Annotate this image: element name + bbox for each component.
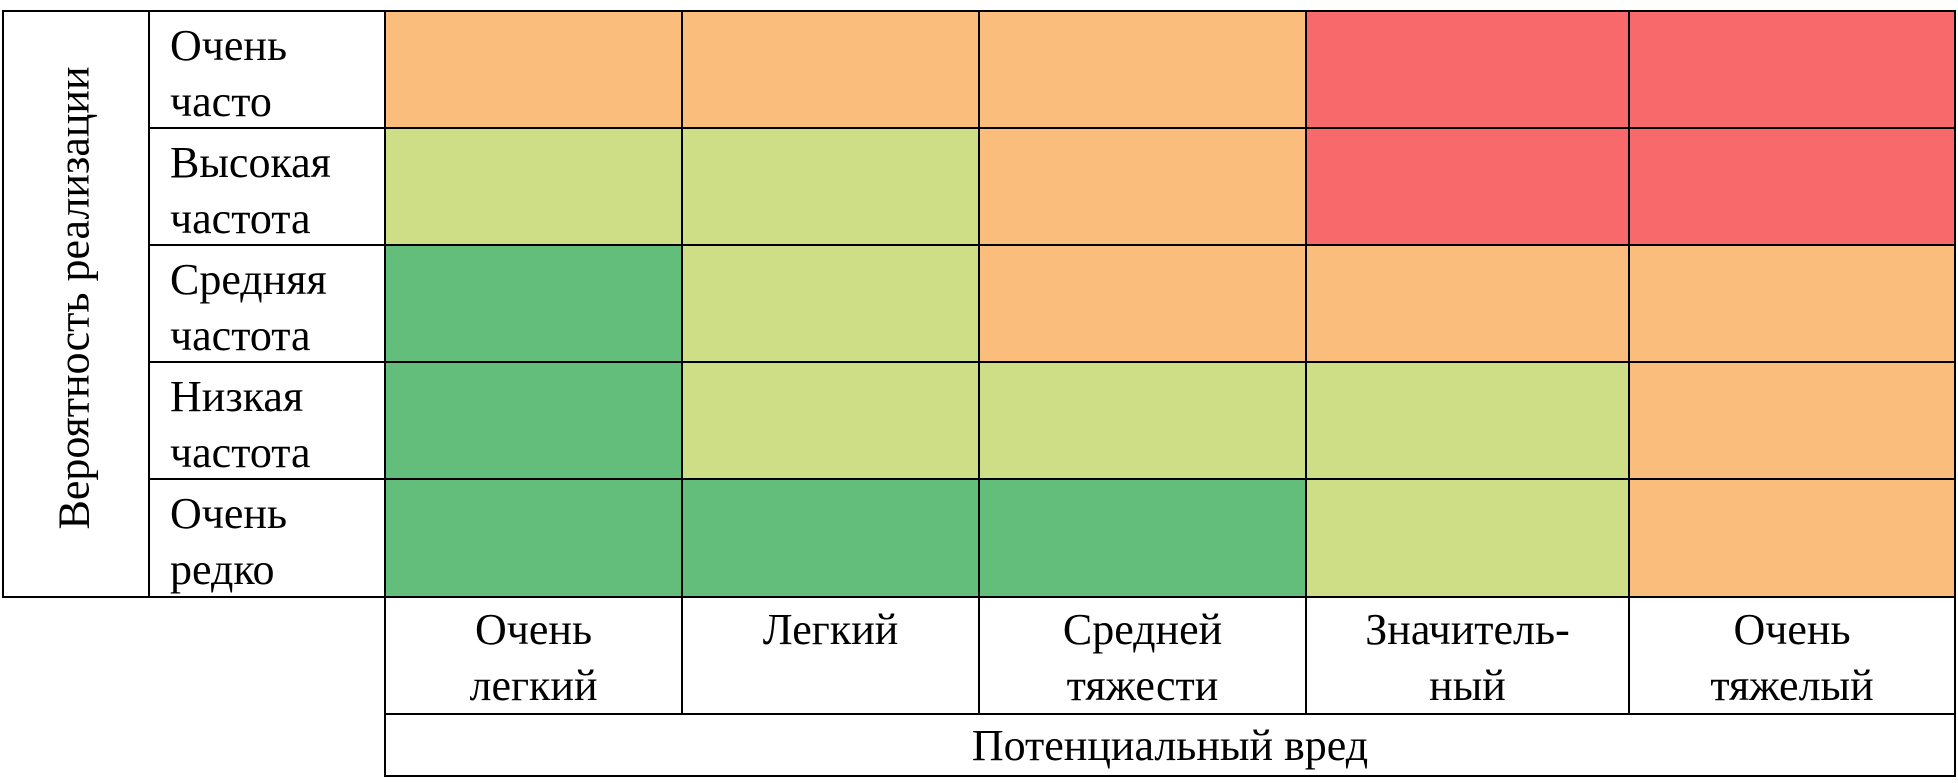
- risk-cell-r5-c4: [1305, 478, 1630, 598]
- risk-cell-r3-c4: [1305, 244, 1630, 363]
- y-axis-title: Вероятность реализации: [49, 66, 99, 530]
- row-label-very-often: Очень часто: [148, 10, 386, 129]
- x-axis-title: Потенциальный вред: [384, 713, 1956, 777]
- risk-cell-r2-c5: [1628, 127, 1956, 246]
- risk-cell-r2-c4: [1305, 127, 1630, 246]
- risk-cell-r5-c2: [681, 478, 980, 598]
- row-label-medium-frequency: Средняя частота: [148, 244, 386, 363]
- risk-cell-r4-c2: [681, 361, 980, 480]
- risk-cell-r2-c3: [978, 127, 1307, 246]
- row-label-line: часто: [170, 77, 272, 126]
- col-label-very-light: Очень легкий: [384, 596, 683, 715]
- y-axis-title-box: [2, 10, 150, 598]
- row-label-line: Очень: [170, 21, 288, 70]
- col-label-very-severe: Очень тяжелый: [1628, 596, 1956, 715]
- risk-cell-r1-c2: [681, 10, 980, 129]
- risk-cell-r4-c1: [384, 361, 683, 480]
- row-label-line: Средняя: [170, 255, 327, 304]
- row-label-line: Очень: [170, 489, 288, 538]
- col-label-line: Очень: [1733, 605, 1851, 654]
- row-label-line: частота: [170, 194, 311, 243]
- col-label-line: Очень: [474, 605, 593, 654]
- row-label-line: частота: [170, 311, 311, 360]
- risk-cell-r2-c1: [384, 127, 683, 246]
- row-label-line: редко: [170, 545, 275, 594]
- risk-cell-r5-c5: [1628, 478, 1956, 598]
- col-label-light: Легкий: [681, 596, 980, 715]
- risk-cell-r1-c1: [384, 10, 683, 129]
- risk-cell-r2-c2: [681, 127, 980, 246]
- risk-cell-r3-c1: [384, 244, 683, 363]
- row-label-low-frequency: Низкая частота: [148, 361, 386, 480]
- col-label-line: Легкий: [762, 605, 899, 654]
- risk-cell-r1-c4: [1305, 10, 1630, 129]
- risk-cell-r3-c5: [1628, 244, 1956, 363]
- row-label-line: частота: [170, 428, 311, 477]
- risk-cell-r3-c2: [681, 244, 980, 363]
- col-label-line: ный: [1429, 661, 1506, 710]
- risk-cell-r1-c5: [1628, 10, 1956, 129]
- row-label-line: Низкая: [170, 372, 304, 421]
- col-label-line: тяжести: [1066, 661, 1219, 710]
- risk-cell-r5-c3: [978, 478, 1307, 598]
- risk-cell-r4-c5: [1628, 361, 1956, 480]
- col-label-line: легкий: [469, 661, 598, 710]
- risk-cell-r1-c3: [978, 10, 1307, 129]
- risk-cell-r5-c1: [384, 478, 683, 598]
- risk-cell-r4-c3: [978, 361, 1307, 480]
- col-label-line: Значитель-: [1365, 605, 1570, 654]
- row-label-very-rarely: Очень редко: [148, 478, 386, 598]
- row-label-line: Высокая: [170, 138, 331, 187]
- risk-cell-r3-c3: [978, 244, 1307, 363]
- col-label-line: Средней: [1062, 605, 1223, 654]
- col-label-significant: Значитель- ный: [1305, 596, 1630, 715]
- col-label-line: тяжелый: [1710, 661, 1874, 710]
- col-label-medium-severity: Средней тяжести: [978, 596, 1307, 715]
- row-label-high-frequency: Высокая частота: [148, 127, 386, 246]
- risk-cell-r4-c4: [1305, 361, 1630, 480]
